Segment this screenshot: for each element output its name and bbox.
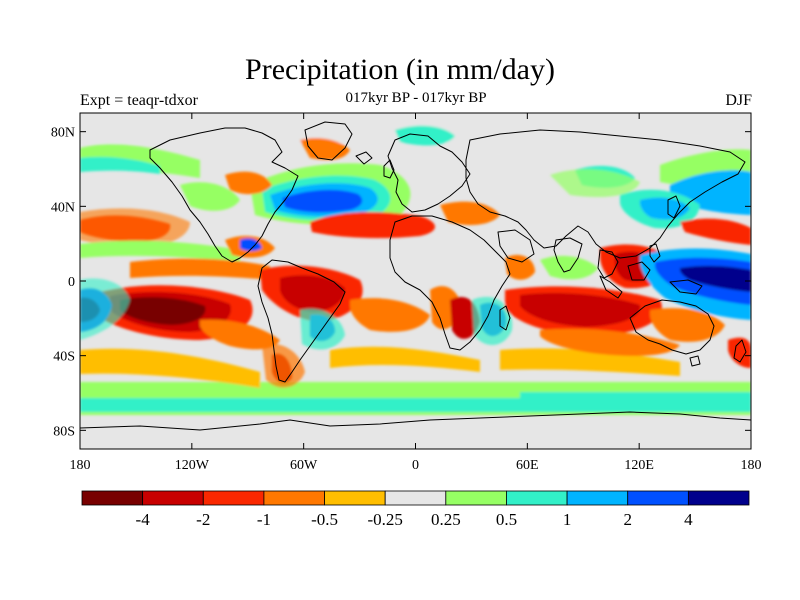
colorbar-label: -0.5 [311, 510, 338, 529]
philippines-coastline [649, 243, 661, 263]
colorbar-swatch [324, 490, 386, 506]
south-atlantic-orange-band [330, 346, 480, 372]
north-america-coastline [149, 127, 299, 263]
new-zealand-coastline [733, 339, 747, 363]
colorbar-label: -4 [136, 510, 151, 529]
colorbar-label: -2 [196, 510, 210, 529]
europe-coastline [387, 133, 471, 213]
y-tick-label: 40S [53, 350, 75, 365]
x-axis: 180 120W 60W 0 60E 120E 180 [70, 113, 762, 473]
colorbar-swatch [384, 490, 447, 506]
colorbar-swatch [627, 490, 689, 506]
colorbar-swatch [506, 490, 568, 506]
x-tick-label: 120W [175, 458, 210, 473]
greenland-coastline [304, 121, 353, 161]
map-title: Precipitation (in mm/day) [245, 53, 555, 86]
north-west-pacific-red [680, 218, 751, 245]
y-tick-label: 40N [51, 200, 75, 215]
colorbar-label: 1 [563, 510, 572, 529]
colorbar-label: 4 [684, 510, 693, 529]
asia-coastline [465, 129, 746, 259]
colorbar-swatch [202, 490, 265, 506]
uk-coastline [383, 159, 395, 179]
colorbar-legend: -4 -2 -1 -0.5 -0.25 0.25 0.5 1 2 4 [81, 490, 750, 529]
x-tick-label: 60E [516, 458, 539, 473]
x-tick-label: 60W [290, 458, 318, 473]
horn-africa-orange [505, 254, 535, 280]
y-tick-label: 0 [68, 275, 75, 290]
map-subtitle: 017kyr BP - 017kyr BP [345, 90, 487, 106]
south-pacific-orange-band [80, 348, 260, 388]
north-america-orange [225, 171, 272, 195]
precipitation-contours [80, 113, 751, 415]
colorbar-swatch [687, 490, 750, 506]
japan-coastline [667, 195, 681, 219]
y-axis: 80N 40N 0 40S 80S [51, 126, 751, 439]
colorbar-label: 0.5 [496, 510, 517, 529]
west-pacific-cyan-west [80, 278, 130, 340]
gulf-blue [240, 238, 262, 251]
x-tick-label: 0 [412, 458, 419, 473]
africa-coastline [389, 215, 511, 351]
experiment-label: Expt = teaqr-tdxor [80, 92, 198, 109]
sumatra-coastline [599, 275, 623, 299]
arabian-sea-green [540, 255, 598, 280]
x-tick-label: 180 [741, 458, 762, 473]
colorbar-swatch [566, 490, 629, 506]
colorbar-label: -1 [257, 510, 271, 529]
australia-coastline [629, 299, 715, 355]
patagonia-orange [262, 343, 305, 388]
north-pacific-orange-band [80, 208, 190, 248]
new-guinea-coastline [669, 279, 703, 295]
north-america-green [180, 182, 240, 211]
south-atlantic-orange [350, 298, 430, 332]
colorbar-swatch [445, 490, 507, 506]
southern-ocean-band-cyan-east [520, 392, 751, 410]
tropical-pacific-green-band [80, 240, 240, 262]
south-pacific-orange-fringe [200, 319, 280, 350]
colorbar-label: 0.25 [431, 510, 461, 529]
madagascar-coastline [499, 305, 511, 331]
map-plot-area: 180 120W 60W 0 60E 120E 180 80N 40N 0 40S 80S [51, 112, 762, 473]
southeast-asia-coastline [597, 249, 619, 279]
colorbar-swatch [263, 490, 325, 506]
australia-orange [650, 308, 725, 342]
west-pacific-wet-core [680, 265, 751, 292]
precipitation-field [80, 113, 751, 431]
south-pacific-dry-max [120, 297, 206, 325]
colorbar-label: -0.25 [367, 510, 402, 529]
antarctica-coastline [80, 411, 751, 431]
tropical-pacific-orange-band [130, 258, 270, 280]
season-label: DJF [725, 92, 752, 109]
south-america-coastline [257, 259, 346, 383]
amazon-dry-core [280, 275, 345, 312]
y-tick-label: 80S [53, 424, 75, 439]
north-atlantic-blue-core [282, 189, 363, 213]
borneo-coastline [627, 261, 651, 281]
colorbar-swatch [81, 490, 144, 506]
coastlines [80, 121, 751, 431]
tasmania-coastline [689, 355, 701, 367]
india-coastline [553, 237, 583, 273]
siberia-green [550, 169, 640, 198]
arabia-coastline [497, 229, 535, 263]
indian-ocean-dry-core [520, 293, 641, 327]
iceland-coastline [355, 151, 373, 165]
x-tick-label: 120E [624, 458, 654, 473]
x-tick-label: 180 [70, 458, 91, 473]
y-tick-label: 80N [51, 126, 75, 141]
central-asia-orange [440, 201, 500, 226]
colorbar-label: 2 [623, 510, 632, 529]
indian-ocean-orange-south [540, 328, 680, 356]
new-zealand-red [728, 337, 751, 368]
north-pacific-cyan-west [80, 156, 160, 174]
colorbar-swatch [142, 490, 204, 506]
